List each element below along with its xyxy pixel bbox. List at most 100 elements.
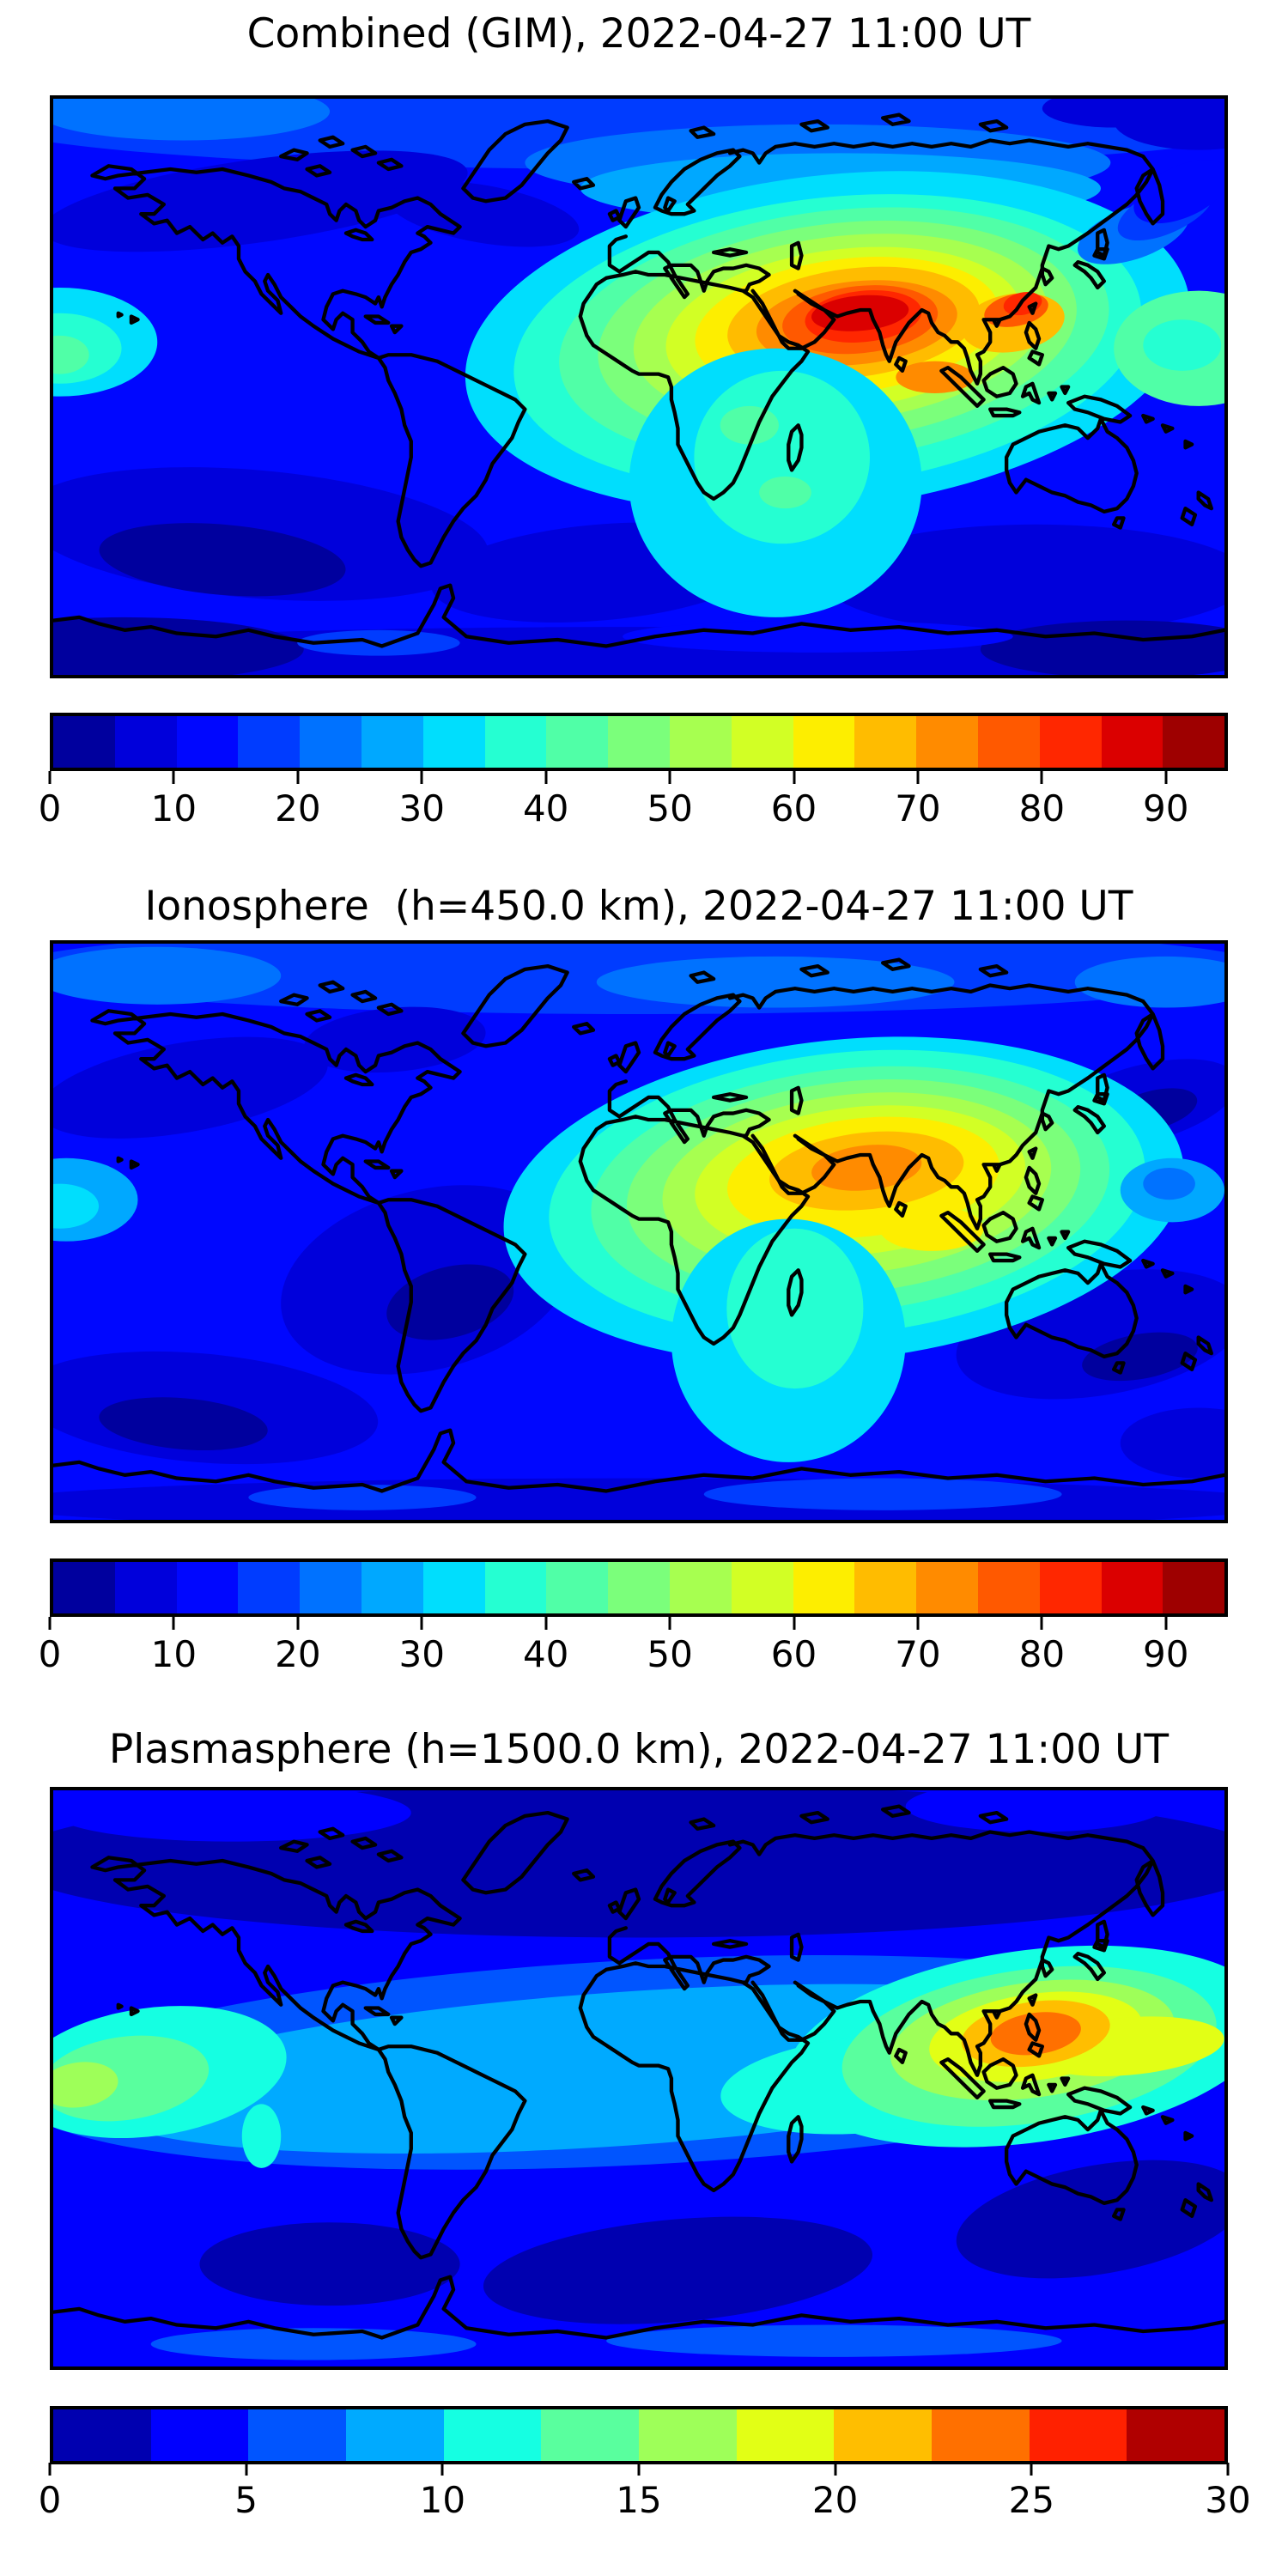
contour-band: [956, 2160, 1224, 2279]
contour-band: [596, 956, 955, 1008]
contour-band: [99, 1397, 268, 1451]
colorbar-tick-label: 15: [616, 2479, 662, 2521]
colorbar-segment: [361, 1562, 423, 1613]
contour-band: [53, 335, 89, 374]
colorbar-plasmasphere: [50, 2406, 1228, 2464]
colorbar-segment: [53, 2409, 151, 2461]
colorbar-segment: [541, 2409, 640, 2461]
colorbar-segment: [916, 1562, 978, 1613]
contour-band: [990, 2012, 1081, 2056]
figure-title-combined: Combined (GIM), 2022-04-27 11:00 UT: [246, 10, 1031, 58]
contour-band: [720, 405, 779, 445]
colorbar-segment: [639, 2409, 737, 2461]
colorbar-tick-label: 70: [895, 1633, 941, 1675]
colorbar-tick: [48, 1617, 52, 1630]
colorbar-segment: [932, 2409, 1030, 2461]
contour-band: [483, 2216, 872, 2324]
colorbar-segment: [150, 2409, 249, 2461]
colorbar-segment: [731, 716, 793, 768]
colorbar-segment: [484, 716, 547, 768]
colorbar-segment: [977, 1562, 1040, 1613]
colorbar-tick-label: 50: [647, 787, 693, 829]
contour-band: [703, 1478, 1062, 1510]
colorbar-segment: [1039, 716, 1102, 768]
contour-band: [1133, 160, 1224, 224]
coastline-path: [53, 1804, 1224, 2340]
colorbar-segment: [669, 1562, 732, 1613]
contour-map-svg: [53, 944, 1224, 1520]
colorbar-tick: [296, 771, 300, 784]
colorbar-tick: [296, 1617, 300, 1630]
colorbar-tick-label: 20: [811, 2479, 859, 2521]
colorbar-tick-label: 60: [770, 1633, 817, 1675]
colorbar-tick: [48, 2463, 52, 2476]
contour-band: [150, 2328, 477, 2360]
colorbar-segment: [546, 716, 609, 768]
colorbar-tick: [1164, 771, 1168, 784]
colorbar-tick-label: 10: [150, 1633, 197, 1675]
contour-band: [53, 1790, 411, 1842]
contour-band: [99, 523, 346, 597]
colorbar-segment: [1029, 2409, 1127, 2461]
colorbar-segment: [422, 716, 485, 768]
contour-band: [980, 620, 1224, 675]
colorbar-ionosphere: [50, 1558, 1228, 1617]
colorbar-tick-label: 80: [1018, 787, 1066, 829]
colorbar-tick-label: 90: [1143, 1633, 1189, 1675]
colorbar-segment: [1039, 1562, 1102, 1613]
contour-band: [386, 1264, 514, 1340]
colorbar-tick: [420, 1617, 423, 1630]
contour-band: [1082, 1332, 1198, 1382]
colorbar-tick: [48, 771, 52, 784]
contour-band: [811, 1145, 922, 1191]
colorbar-segment: [916, 716, 978, 768]
colorbar-tick: [1226, 2463, 1230, 2476]
colorbar-segment: [854, 716, 917, 768]
colorbar-segment: [484, 1562, 547, 1613]
colorbar-tick-label: 0: [38, 787, 62, 829]
contour-band: [1042, 99, 1186, 128]
colorbar-tick-label: 40: [522, 1633, 569, 1675]
colorbar-combined: [50, 713, 1228, 771]
colorbar-segment: [1101, 716, 1163, 768]
colorbar-tick-label: 0: [38, 2479, 62, 2521]
contour-band: [199, 2222, 460, 2306]
coastline-path: [53, 112, 1224, 648]
colorbar-segment: [443, 2409, 542, 2461]
contour-band: [606, 2324, 1062, 2357]
colorbar-segment: [361, 716, 423, 768]
colorbar-tick-label: 90: [1143, 787, 1189, 829]
contour-band: [1074, 956, 1224, 1008]
colorbar-tick-label: 30: [398, 1633, 445, 1675]
colorbar-segment: [731, 1562, 793, 1613]
contour-band: [53, 946, 282, 1005]
colorbar-tick: [172, 771, 175, 784]
colorbar-segment: [114, 716, 177, 768]
coastline-path: [53, 957, 1224, 1493]
colorbar-segment: [422, 1562, 485, 1613]
contour-band: [1120, 1407, 1224, 1479]
contour-band: [53, 99, 331, 141]
colorbar-segment: [854, 1562, 917, 1613]
colorbar-tick: [1164, 1617, 1168, 1630]
colorbar-tick-label: 30: [398, 787, 445, 829]
contour-band: [53, 1183, 100, 1229]
colorbar-segment: [1127, 2409, 1225, 2461]
colorbar-tick: [916, 1617, 920, 1630]
colorbar-tick: [668, 771, 671, 784]
colorbar-tick-label: 80: [1018, 1633, 1066, 1675]
contour-band: [53, 1036, 328, 1139]
colorbar-segment: [669, 716, 732, 768]
colorbar-tick: [793, 1617, 796, 1630]
colorbar-segment: [793, 1562, 855, 1613]
colorbar-segment: [977, 716, 1040, 768]
colorbar-tick-label: 10: [150, 787, 197, 829]
colorbar-segment: [176, 716, 239, 768]
colorbar-segment: [238, 1562, 301, 1613]
world-map-plasmasphere: [50, 1787, 1228, 2370]
figure-title-ionosphere: Ionosphere (h=450.0 km), 2022-04-27 11:0…: [144, 883, 1133, 930]
colorbar-segment: [608, 1562, 670, 1613]
colorbar-tick: [420, 771, 423, 784]
contour-band: [1143, 319, 1222, 371]
